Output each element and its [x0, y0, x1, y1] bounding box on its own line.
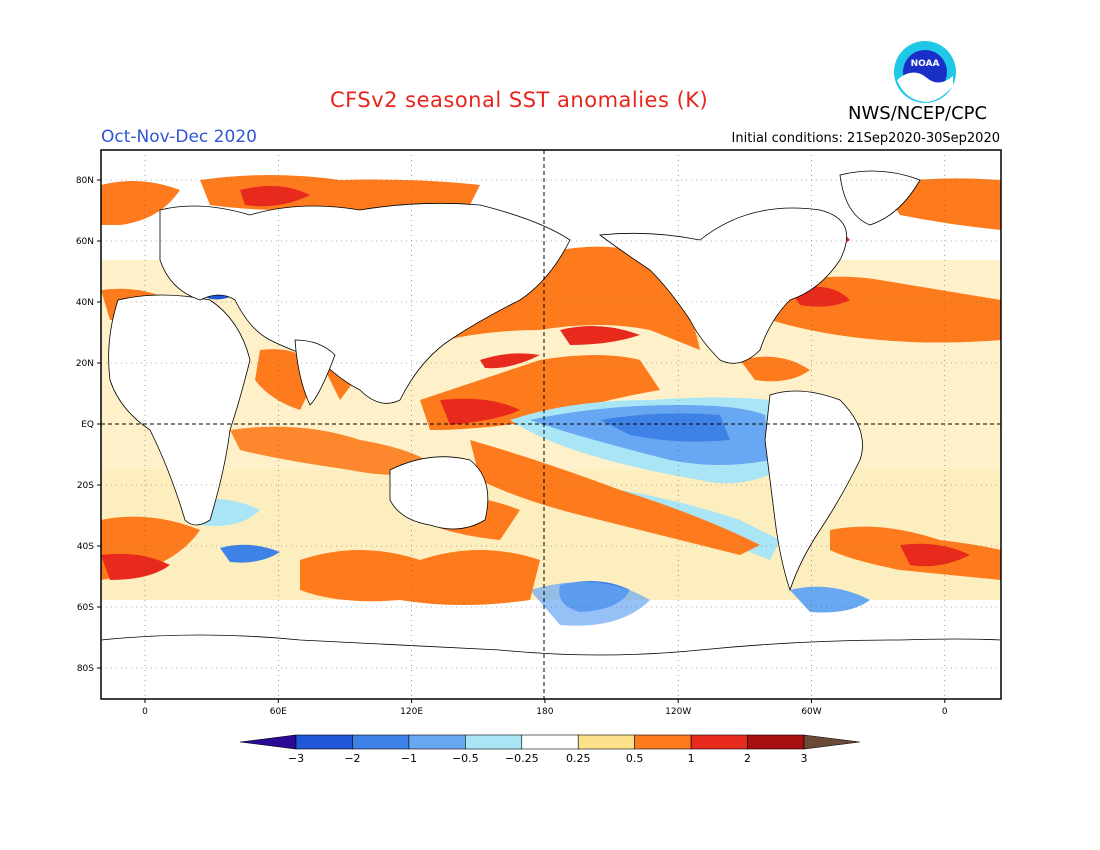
lon-tick-label: 120E [400, 707, 423, 717]
antarctica [101, 634, 1001, 699]
eurasia [159, 202, 571, 404]
agency-label: NWS/NCEP/CPC [848, 103, 988, 124]
colorbar-label: 3 [801, 752, 808, 765]
colorbar-label: 1 [688, 752, 695, 765]
colorbar-label: 0.5 [626, 752, 644, 765]
lat-tick-label: 20S [77, 481, 94, 491]
colorbar-label: −0.5 [452, 752, 479, 765]
africa [108, 294, 251, 526]
lon-tick-label: 0 [142, 707, 148, 717]
lat-tick-label: 80S [77, 664, 94, 674]
map-title: CFSv2 seasonal SST anomalies (K) [330, 88, 709, 112]
colorbar-segment [352, 734, 410, 750]
lon-tick-label: 60E [270, 707, 287, 717]
colorbar-label: 0.25 [566, 752, 591, 765]
colorbar-label: −0.25 [505, 752, 539, 765]
lat-tick-label: EQ [81, 420, 94, 430]
colorbar-label: −3 [288, 752, 304, 765]
lon-tick-label: 60W [801, 707, 821, 717]
lon-tick-label: 120W [665, 707, 691, 717]
colorbar-segment [747, 734, 805, 750]
lat-tick-label: 80N [76, 176, 94, 186]
noaa-logo: NOAA [894, 41, 956, 103]
lat-tick-label: 40S [77, 542, 94, 552]
colorbar-segment [634, 734, 692, 750]
colorbar-high-tip [803, 734, 861, 750]
colorbar-low-tip [239, 734, 297, 750]
greenland [839, 170, 921, 226]
colorbar: −3 −2 −1 −0.5 −0.25 0.25 0.5 1 2 3 [239, 734, 861, 765]
colorbar-segment [577, 734, 635, 750]
lat-tick-label: 60S [77, 603, 94, 613]
colorbar-segment [408, 734, 466, 750]
colorbar-label: 2 [744, 752, 751, 765]
initial-conditions-label: Initial conditions: 21Sep2020-30Sep2020 [731, 131, 1000, 146]
colorbar-segment [295, 734, 353, 750]
lat-lon-grid [101, 150, 1001, 699]
north-america [598, 207, 848, 364]
logo-text: NOAA [911, 59, 940, 69]
india [294, 339, 336, 406]
latitude-labels: 80N 60N 40N 20N EQ 20S 40S 60S 80S [76, 176, 101, 674]
colorbar-segment [690, 734, 748, 750]
colorbar-label: −2 [344, 752, 360, 765]
australia [389, 456, 489, 530]
colorbar-segment [521, 734, 579, 750]
lat-tick-label: 20N [76, 359, 94, 369]
lon-tick-label: 0 [942, 707, 948, 717]
lon-tick-label: 180 [536, 707, 553, 717]
land-masses [101, 170, 1001, 699]
longitude-labels: 0 60E 120E 180 120W 60W 0 [142, 699, 948, 717]
colorbar-segment [465, 734, 523, 750]
season-label: Oct-Nov-Dec 2020 [101, 127, 257, 147]
lat-tick-label: 40N [76, 298, 94, 308]
colorbar-label: −1 [401, 752, 417, 765]
lat-tick-label: 60N [76, 237, 94, 247]
south-america [764, 390, 863, 592]
